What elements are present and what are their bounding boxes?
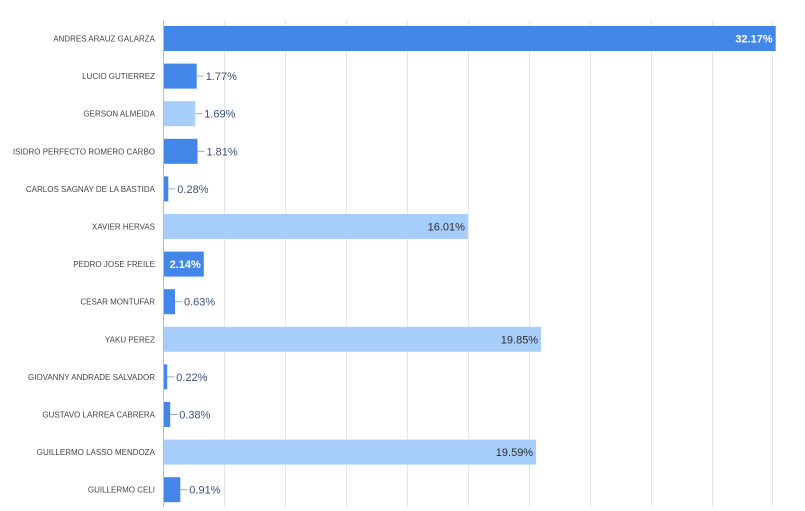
value-label: 2.14% xyxy=(170,259,201,271)
bar xyxy=(163,439,537,465)
bar xyxy=(163,214,468,239)
value-label: 1.77% xyxy=(206,71,237,83)
category-label: GIOVANNY ANDRADE SALVADOR xyxy=(28,373,155,382)
bar xyxy=(163,477,181,503)
value-label: 0.22% xyxy=(176,372,207,384)
value-label: 19.59% xyxy=(496,447,534,459)
bar xyxy=(163,289,175,315)
value-labels: 32.17% 1.77% 1.69% 1.81% 0.28% 16.01% 2.14% 0.6… xyxy=(167,34,773,497)
value-label: 0.63% xyxy=(184,297,215,309)
category-label: GUILLERMO CELI xyxy=(88,486,155,495)
category-label: CESAR MONTUFAR xyxy=(80,298,155,307)
value-label: 1.69% xyxy=(204,109,235,121)
category-label: GUILLERMO LASSO MENDOZA xyxy=(37,448,156,457)
value-label: 1.81% xyxy=(207,146,238,158)
category-label: GERSON ALMEIDA xyxy=(83,110,155,119)
value-label: 32.17% xyxy=(735,34,773,46)
value-label: 19.85% xyxy=(501,334,539,346)
category-label: YAKU PEREZ xyxy=(105,335,155,344)
bars xyxy=(163,26,776,503)
bar xyxy=(163,251,204,277)
bar xyxy=(163,63,197,89)
category-label: ANDRES ARAUZ GALARZA xyxy=(53,35,155,44)
bar xyxy=(163,402,171,427)
category-label: GUSTAVO LARREA CABRERA xyxy=(42,411,155,420)
value-label: 0.91% xyxy=(189,485,220,497)
bar xyxy=(163,101,196,127)
value-label: 0.38% xyxy=(179,410,210,422)
bar xyxy=(163,364,168,390)
category-label: XAVIER HERVAS xyxy=(92,223,155,232)
value-label: 16.01% xyxy=(428,222,466,234)
category-labels: ANDRES ARAUZ GALARZA LUCIO GUTIERREZ GERSO… xyxy=(13,35,156,495)
bar xyxy=(163,326,542,352)
bar xyxy=(163,176,169,202)
bar xyxy=(163,26,776,51)
category-label: ISIDRO PERFECTO ROMERO CARBO xyxy=(13,147,155,156)
category-label: CARLOS SAGNAY DE LA BASTIDA xyxy=(26,185,156,194)
bar xyxy=(163,138,198,164)
value-label: 0.28% xyxy=(177,184,208,196)
category-label: LUCIO GUTIERREZ xyxy=(82,72,155,81)
category-label: PEDRO JOSE FREILE xyxy=(73,260,155,269)
gridlines xyxy=(224,20,773,507)
